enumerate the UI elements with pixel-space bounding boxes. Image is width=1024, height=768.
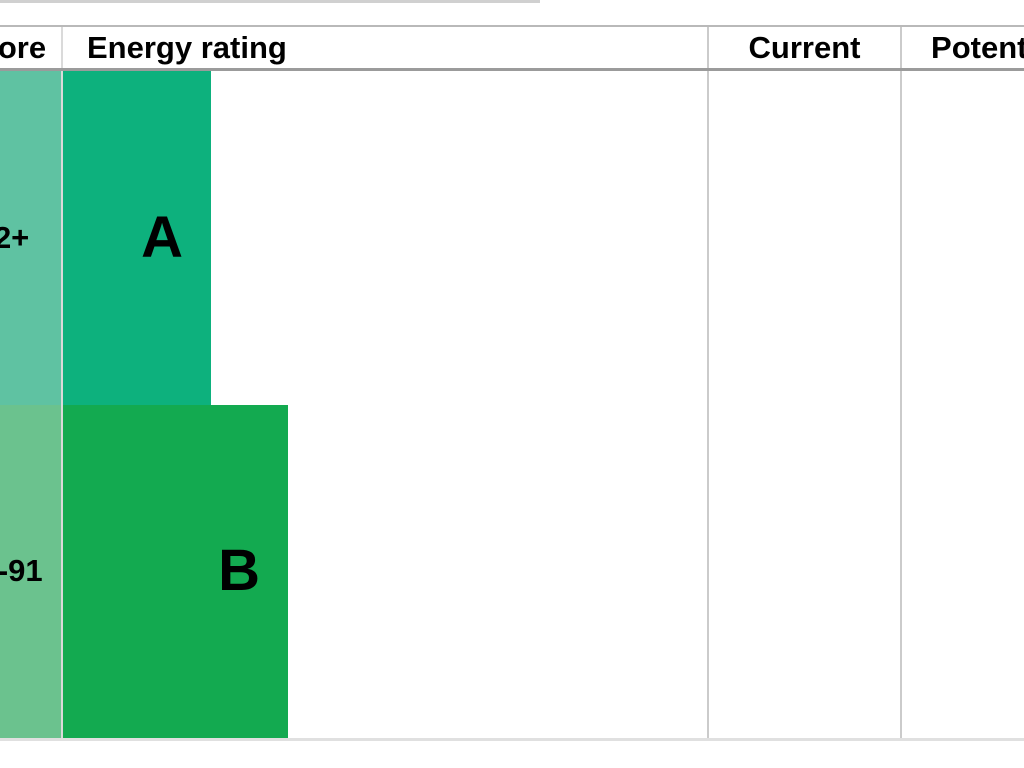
band-row: 92+ A	[0, 71, 1024, 405]
band-score-range: 81-91	[0, 404, 61, 738]
energy-rating-column-header: Energy rating	[61, 27, 707, 68]
potential-cell	[900, 404, 1024, 738]
band-letter: A	[141, 204, 183, 270]
band-row: 81-91 B	[0, 404, 1024, 738]
band-bar-cell: B	[61, 404, 707, 738]
energy-rating-table: Score Energy rating Current Potential 92…	[0, 25, 1024, 741]
current-column-header: Current	[707, 27, 900, 68]
band-score-range: 92+	[0, 71, 61, 405]
current-cell	[707, 404, 900, 738]
potential-column-header: Potential	[900, 27, 1024, 68]
band-bar: B	[63, 404, 288, 738]
current-cell	[707, 71, 900, 405]
band-bar-cell: A	[61, 71, 707, 405]
table-header-row: Score Energy rating Current Potential	[0, 25, 1024, 71]
potential-cell	[900, 71, 1024, 405]
bands-container: 92+ A 81-91 B	[0, 71, 1024, 741]
score-column-header: Score	[0, 30, 47, 65]
band-letter: B	[218, 538, 260, 604]
band-bar: A	[63, 71, 211, 405]
top-edge-artifact	[0, 0, 540, 3]
